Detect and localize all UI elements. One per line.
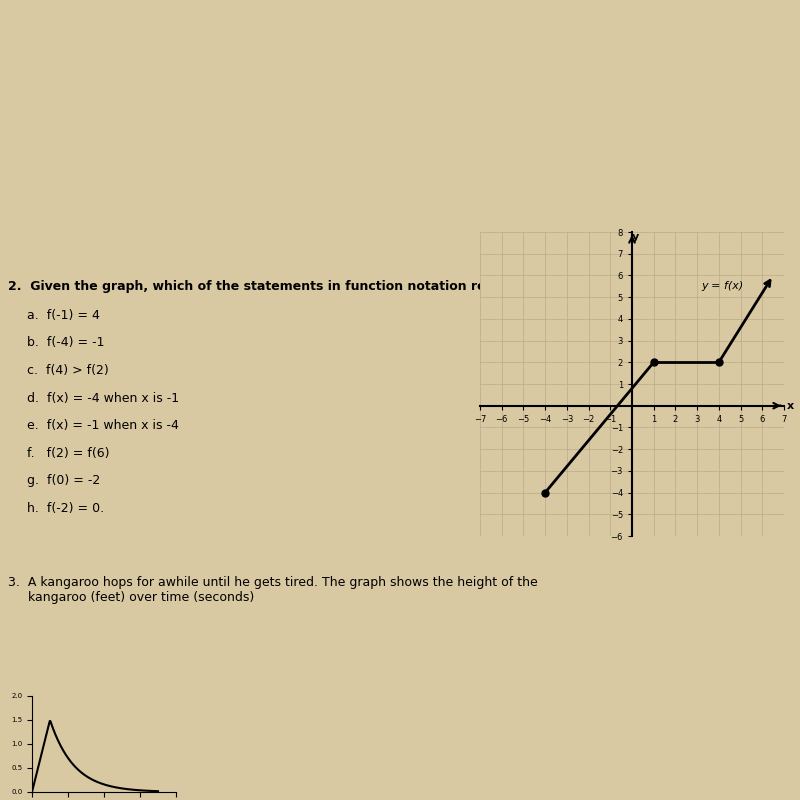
Text: 3.  A kangaroo hops for awhile until he gets tired. The graph shows the height o: 3. A kangaroo hops for awhile until he g… [8,576,538,604]
Text: d.  f(x) = -4 when x is -1: d. f(x) = -4 when x is -1 [27,392,179,405]
Text: y = f(x): y = f(x) [702,282,744,291]
Text: f.   f(2) = f(6): f. f(2) = f(6) [27,446,110,460]
Text: y: y [632,232,639,242]
Text: g.  f(0) = -2: g. f(0) = -2 [27,474,101,487]
Text: a.  f(-1) = 4: a. f(-1) = 4 [27,309,100,322]
Text: c.  f(4) > f(2): c. f(4) > f(2) [27,364,109,377]
Text: b.  f(-4) = -1: b. f(-4) = -1 [27,337,105,350]
Text: 2.  Given the graph, which of the statements in function notation represent the : 2. Given the graph, which of the stateme… [8,280,642,293]
Text: x: x [787,401,794,410]
Text: h.  f(-2) = 0.: h. f(-2) = 0. [27,502,104,515]
Text: e.  f(x) = -1 when x is -4: e. f(x) = -1 when x is -4 [27,419,179,432]
